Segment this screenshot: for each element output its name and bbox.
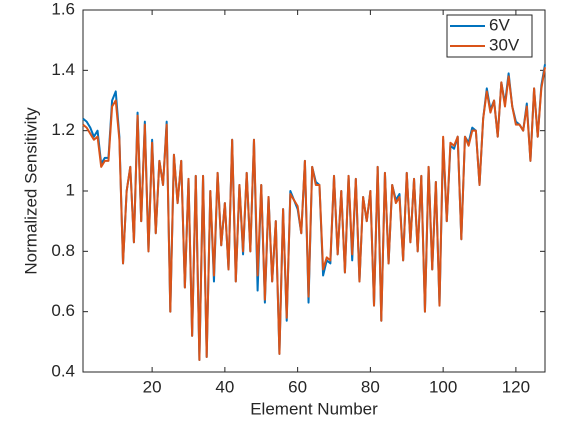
x-tick-label: 60 — [288, 377, 307, 396]
y-tick-label: 1.4 — [51, 60, 75, 79]
legend-box — [446, 14, 533, 58]
legend-label: 6V — [489, 15, 510, 34]
legend-label: 30V — [489, 35, 520, 54]
plot-frame — [82, 9, 546, 373]
series-line — [82, 67, 546, 361]
y-tick-label: 1 — [66, 180, 75, 199]
x-tick-label: 80 — [361, 377, 380, 396]
x-axis-label: Element Number — [250, 399, 378, 418]
y-tick-label: 0.4 — [51, 361, 75, 380]
x-tick-label: 40 — [215, 377, 234, 396]
x-tick-label: 20 — [143, 377, 162, 396]
series-line — [82, 64, 546, 361]
y-tick-label: 1.2 — [51, 120, 75, 139]
y-tick-label: 0.8 — [51, 241, 75, 260]
y-tick-label: 0.6 — [51, 301, 75, 320]
x-tick-label: 120 — [502, 377, 530, 396]
y-axis-label: Normalized Sensitivity — [21, 107, 40, 275]
x-tick-label: 100 — [429, 377, 457, 396]
y-tick-label: 1.6 — [51, 0, 75, 18]
